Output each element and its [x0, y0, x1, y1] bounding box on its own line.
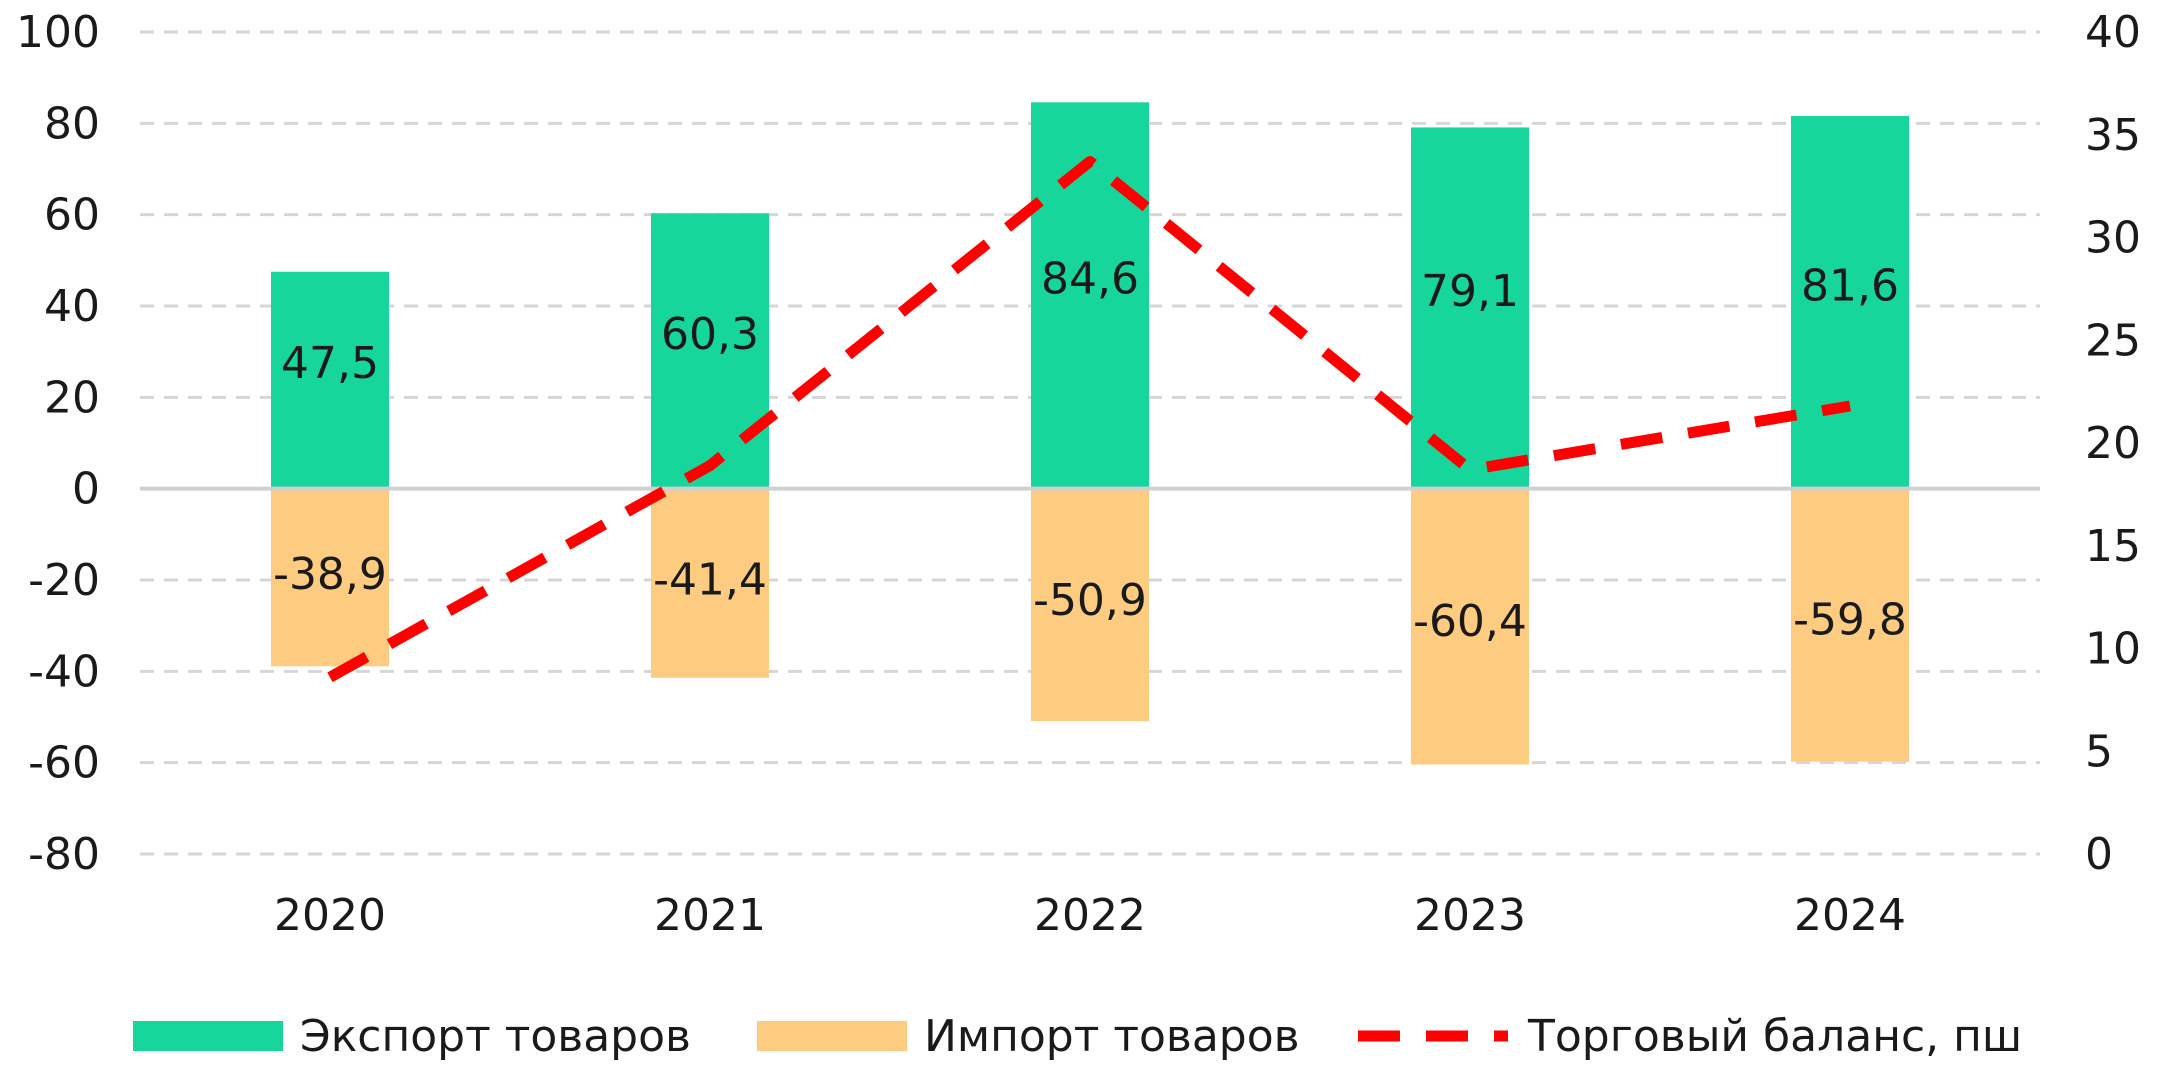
trade-balance-line: [327, 155, 1851, 683]
import-bar: [651, 488, 769, 678]
left-tick-label: 80: [44, 98, 100, 149]
import-data-label: -41,4: [653, 554, 767, 605]
export-bar: [1411, 127, 1529, 489]
right-tick-label: 25: [2085, 315, 2141, 366]
left-y-axis: 100 80 60 40 20 0 -20 -40 -60 -80: [16, 7, 100, 880]
right-tick-label: 40: [2085, 7, 2141, 58]
left-tick-label: 40: [44, 281, 100, 332]
export-data-label: 81,6: [1801, 260, 1899, 311]
import-bar: [1411, 488, 1529, 765]
bar-data-labels: 47,5 60,3 84,6 79,1 81,6 -38,9 -41,4 -50,9 -60,4…: [273, 253, 1907, 647]
right-tick-label: 30: [2085, 213, 2141, 264]
x-tick-label: 2022: [1034, 890, 1146, 941]
import-data-label: -50,9: [1033, 575, 1147, 626]
right-tick-label: 35: [2085, 110, 2141, 161]
left-tick-label: -60: [28, 738, 100, 789]
right-tick-label: 0: [2085, 829, 2113, 880]
legend-swatch-export: [133, 1021, 283, 1051]
right-tick-label: 10: [2085, 624, 2141, 675]
left-tick-label: 20: [44, 372, 100, 423]
right-tick-label: 5: [2085, 726, 2113, 777]
x-tick-label: 2021: [654, 890, 766, 941]
legend-label-balance: Торговый баланс, пш: [1527, 1011, 2022, 1062]
export-bar: [271, 271, 389, 489]
x-axis: 2020 2021 2022 2023 2024: [274, 890, 1906, 941]
legend-swatch-import: [757, 1021, 907, 1051]
right-tick-label: 15: [2085, 521, 2141, 572]
line-series: [327, 155, 1851, 683]
export-bar: [1791, 116, 1909, 489]
export-data-label: 79,1: [1421, 266, 1519, 317]
export-bar: [651, 213, 769, 489]
export-data-label: 47,5: [281, 338, 379, 389]
left-tick-label: 100: [16, 7, 100, 58]
left-tick-label: 0: [72, 464, 100, 515]
x-tick-label: 2024: [1794, 890, 1906, 941]
legend-label-export: Экспорт товаров: [300, 1011, 691, 1062]
export-data-label: 84,6: [1041, 253, 1139, 304]
export-data-label: 60,3: [661, 309, 759, 360]
bar-series: [271, 102, 1909, 765]
right-tick-label: 20: [2085, 418, 2141, 469]
legend: Экспорт товаров Импорт товаров Торговый ба…: [133, 1011, 2022, 1062]
x-tick-label: 2023: [1414, 890, 1526, 941]
left-tick-label: -80: [28, 829, 100, 880]
import-bar: [1791, 488, 1909, 762]
left-tick-label: -40: [28, 646, 100, 697]
x-tick-label: 2020: [274, 890, 386, 941]
import-bar: [271, 488, 389, 667]
left-tick-label: 60: [44, 190, 100, 241]
import-data-label: -38,9: [273, 549, 387, 600]
legend-label-import: Импорт товаров: [924, 1011, 1300, 1062]
import-data-label: -60,4: [1413, 596, 1527, 647]
right-y-axis: 40 35 30 25 20 15 10 5 0: [2085, 7, 2141, 880]
left-tick-label: -20: [28, 555, 100, 606]
import-bar: [1031, 488, 1149, 722]
import-data-label: -59,8: [1793, 595, 1907, 646]
